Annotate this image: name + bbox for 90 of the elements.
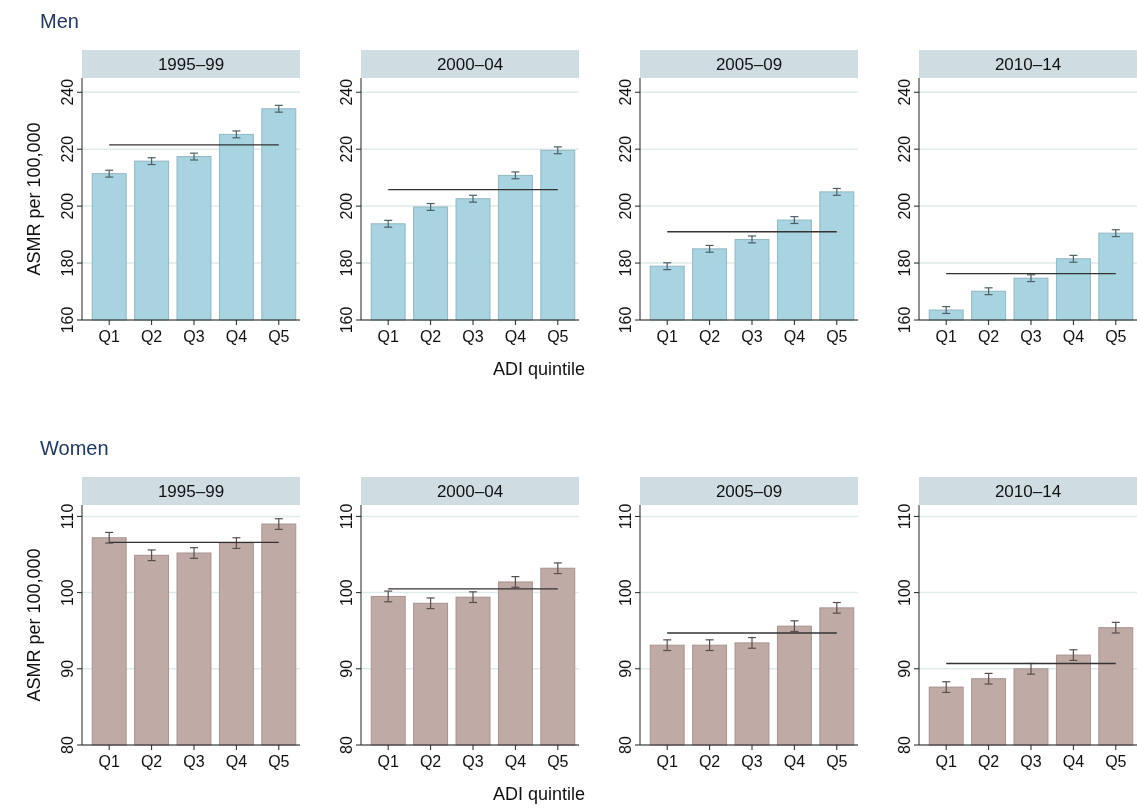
y-tick-label: 80	[338, 736, 355, 754]
y-tick-label: 160	[617, 306, 634, 334]
chart-title: 1995–99	[157, 55, 225, 74]
y-tick-label: 200	[617, 192, 634, 220]
x-tick-label: Q2	[140, 753, 163, 770]
y-tick-label: 200	[896, 192, 913, 220]
y-tick-label: 240	[896, 78, 913, 106]
y-tick-label: 110	[617, 503, 634, 530]
x-tick-label: Q2	[977, 753, 1000, 770]
x-tick-label: Q2	[140, 328, 163, 345]
y-tick-label: 90	[338, 659, 355, 678]
y-tick-label: 90	[59, 659, 76, 678]
y-tick-label: 160	[896, 306, 913, 334]
x-tick-label: Q5	[268, 753, 290, 770]
x-tick-label: Q3	[1020, 328, 1042, 345]
x-tick-label: Q4	[783, 328, 806, 345]
x-axis-title: ADI quintile	[492, 359, 586, 379]
y-tick-label: 100	[338, 579, 355, 606]
y-tick-label: 160	[338, 306, 355, 334]
x-tick-label: Q3	[1020, 753, 1042, 770]
y-tick-label: 90	[617, 659, 634, 678]
y-tick-label: 100	[59, 579, 76, 606]
y-tick-label: 240	[617, 78, 634, 106]
y-axis-title: ASMR per 100,000	[24, 548, 44, 702]
x-tick-label: Q4	[504, 753, 527, 770]
x-tick-label: Q1	[935, 328, 957, 345]
y-tick-label: 220	[617, 135, 634, 163]
y-tick-label: 220	[59, 135, 76, 163]
x-tick-label: Q2	[698, 328, 721, 345]
x-tick-label: Q5	[547, 328, 569, 345]
x-tick-label: Q1	[377, 753, 399, 770]
x-tick-label: Q2	[419, 328, 442, 345]
x-tick-label: Q4	[1062, 753, 1085, 770]
x-tick-label: Q2	[419, 753, 442, 770]
chart-title: 1995–99	[157, 482, 225, 501]
chart-title: 2010–14	[994, 482, 1062, 501]
x-tick-label: Q4	[1062, 328, 1085, 345]
x-tick-label: Q4	[225, 328, 248, 345]
x-tick-label: Q5	[1105, 328, 1127, 345]
text: Women	[40, 437, 109, 459]
x-tick-label: Q3	[183, 328, 205, 345]
y-tick-label: 240	[338, 78, 355, 106]
y-tick-label: 220	[896, 135, 913, 163]
x-tick-label: Q5	[826, 328, 848, 345]
x-tick-label: Q1	[98, 328, 120, 345]
x-tick-label: Q3	[741, 753, 763, 770]
x-tick-label: Q2	[698, 753, 721, 770]
x-tick-label: Q1	[656, 753, 678, 770]
x-tick-label: Q1	[377, 328, 399, 345]
y-tick-label: 240	[59, 78, 76, 106]
x-tick-label: Q4	[504, 328, 527, 345]
x-axis-title: ADI quintile	[492, 784, 586, 804]
y-tick-label: 80	[617, 736, 634, 754]
x-tick-label: Q5	[826, 753, 848, 770]
chart-title: 2010–14	[994, 55, 1062, 74]
x-tick-label: Q3	[462, 753, 484, 770]
y-tick-label: 200	[338, 192, 355, 220]
x-tick-label: Q1	[98, 753, 120, 770]
x-tick-label: Q1	[935, 753, 957, 770]
y-tick-label: 110	[338, 503, 355, 530]
x-tick-label: Q5	[1105, 753, 1127, 770]
chart-title: 2005–09	[715, 55, 783, 74]
y-tick-label: 110	[896, 503, 913, 530]
x-tick-label: Q4	[225, 753, 248, 770]
y-tick-label: 180	[338, 249, 355, 277]
x-tick-label: Q2	[977, 328, 1000, 345]
x-tick-label: Q4	[783, 753, 806, 770]
y-tick-label: 110	[59, 503, 76, 530]
x-tick-label: Q5	[268, 328, 290, 345]
y-tick-label: 160	[59, 306, 76, 334]
y-axis-title: ASMR per 100,000	[24, 122, 44, 276]
text: Men	[40, 10, 79, 32]
y-tick-label: 100	[617, 579, 634, 606]
y-tick-label: 100	[896, 579, 913, 606]
y-tick-label: 180	[59, 249, 76, 277]
y-tick-label: 80	[896, 736, 913, 754]
y-tick-label: 220	[338, 135, 355, 163]
y-tick-label: 180	[617, 249, 634, 277]
y-tick-label: 80	[59, 736, 76, 754]
x-tick-label: Q3	[183, 753, 205, 770]
chart-title: 2000–04	[436, 482, 504, 501]
y-tick-label: 90	[896, 659, 913, 678]
x-tick-label: Q3	[741, 328, 763, 345]
x-tick-label: Q5	[547, 753, 569, 770]
y-tick-label: 180	[896, 249, 913, 277]
x-tick-label: Q3	[462, 328, 484, 345]
chart-title: 2000–04	[436, 55, 504, 74]
x-tick-label: Q1	[656, 328, 678, 345]
chart-title: 2005–09	[715, 482, 783, 501]
y-tick-label: 200	[59, 192, 76, 220]
